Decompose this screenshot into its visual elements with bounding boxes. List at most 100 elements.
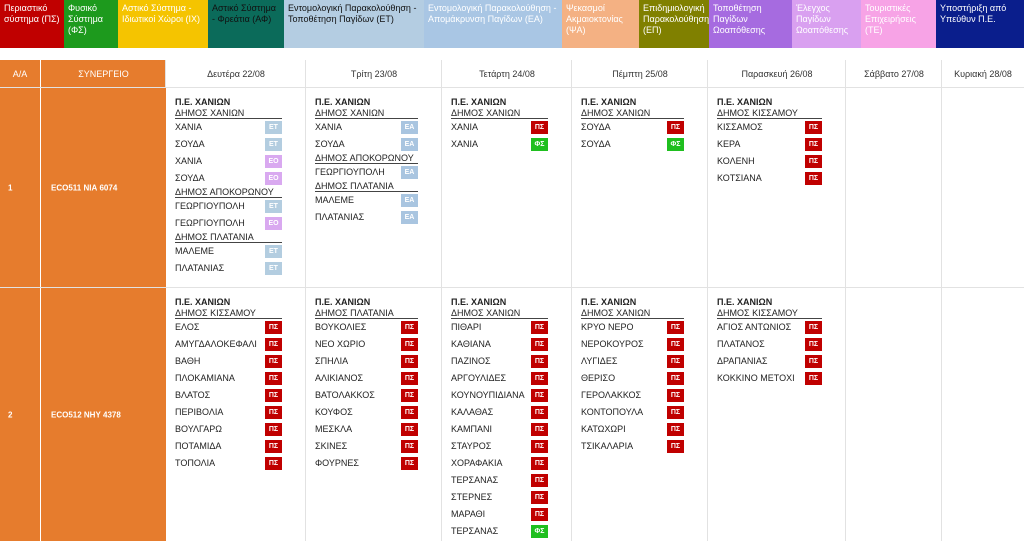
region-title: Π.Ε. ΧΑΝΙΩΝ	[451, 97, 548, 108]
row-number-cell: 2	[0, 288, 40, 541]
activity-badge: ΠΣ	[531, 321, 548, 334]
location-name: ΕΛΟΣ	[175, 322, 200, 332]
region-title: Π.Ε. ΧΑΝΙΩΝ	[175, 97, 282, 108]
location-entry: ΦΟΥΡΝΕΣ ΠΣ	[315, 455, 418, 472]
team-cell: ECO512 ΝΗΥ 4378	[41, 288, 166, 541]
location-entry: ΧΑΝΙΑ ΕΑ	[315, 119, 418, 136]
location-name: ΤΕΡΣΑΝΑΣ	[451, 475, 499, 485]
column-divider	[571, 60, 572, 541]
location-name: ΣΟΥΔΑ	[175, 173, 205, 183]
activity-badge: ΠΣ	[805, 138, 822, 151]
municipality-heading: ΔΗΜΟΣ ΧΑΝΙΩΝ	[581, 108, 684, 119]
location-name: Π.Ε. ΧΑΝΙΩΝ	[315, 97, 371, 107]
activity-badge: ΠΣ	[667, 355, 684, 368]
location-entry: ΣΤΑΥΡΟΣ ΠΣ	[451, 438, 548, 455]
location-entry: ΚΟΚΚΙΝΟ ΜΕΤΟΧΙ ΠΣ	[717, 370, 822, 387]
col-header-day: Κυριακή 28/08	[954, 69, 1012, 79]
location-entry: ΧΟΡΑΦΑΚΙΑ ΠΣ	[451, 455, 548, 472]
location-entry: ΚΟΤΣΙΑΝΑ ΠΣ	[717, 170, 822, 187]
municipality-heading: ΔΗΜΟΣ ΚΙΣΣΑΜΟΥ	[717, 108, 822, 119]
location-name: ΚΕΡΑ	[717, 139, 741, 149]
day-cell: Π.Ε. ΧΑΝΙΩΝ ΔΗΜΟΣ ΧΑΝΙΩΝ ΠΙΘΑΡΙ ΠΣ ΚΑΘΙΑΝΑ ΠΣ…	[451, 297, 548, 540]
column-divider	[845, 60, 846, 541]
legend-item: Υποστήριξη από Υπεύθυν Π.Ε.	[936, 0, 1024, 48]
location-entry: ΚΟΥΝΟΥΠΙΔΙΑΝΑ ΠΣ	[451, 387, 548, 404]
location-name: ΣΤΕΡΝΕΣ	[451, 492, 493, 502]
location-entry: ΒΛΑΤΟΣ ΠΣ	[175, 387, 282, 404]
municipality-heading: ΔΗΜΟΣ ΧΑΝΙΩΝ	[581, 308, 684, 319]
location-entry: ΧΑΝΙΑ ΕΤ	[175, 119, 282, 136]
activity-badge: ΠΣ	[265, 372, 282, 385]
municipality-heading: ΔΗΜΟΣ ΑΠΟΚΟΡΩΝΟΥ	[315, 153, 418, 164]
day-cell: Π.Ε. ΧΑΝΙΩΝ ΔΗΜΟΣ ΚΙΣΣΑΜΟΥ ΕΛΟΣ ΠΣ ΑΜΥΓΔΑΛΟΚ…	[175, 297, 282, 472]
location-name: ΠΛΟΚΑΜΙΑΝΑ	[175, 373, 235, 383]
activity-badge: ΦΣ	[667, 138, 684, 151]
location-name: Π.Ε. ΧΑΝΙΩΝ	[717, 297, 773, 307]
activity-badge: ΠΣ	[531, 406, 548, 419]
location-name: ΔΗΜΟΣ ΠΛΑΤΑΝΙΑ	[175, 232, 254, 242]
municipality-heading: ΔΗΜΟΣ ΧΑΝΙΩΝ	[315, 108, 418, 119]
location-name: ΒΑΤΟΛΑΚΚΟΣ	[315, 390, 375, 400]
activity-badge: ΠΣ	[401, 372, 418, 385]
legend-item: Τουριστικές Επιχειρήσεις (ΤΕ)	[861, 0, 936, 48]
location-entry: ΤΕΡΣΑΝΑΣ ΦΣ	[451, 523, 548, 540]
activity-badge: ΕΤ	[265, 121, 282, 134]
legend-item: Ψεκασμοί Ακμαιοκτονίας (ΨΑ)	[562, 0, 639, 48]
municipality-heading: ΔΗΜΟΣ ΚΙΣΣΑΜΟΥ	[717, 308, 822, 319]
activity-badge: ΠΣ	[805, 355, 822, 368]
location-name: ΔΗΜΟΣ ΧΑΝΙΩΝ	[451, 308, 521, 318]
location-name: ΣΟΥΔΑ	[175, 139, 205, 149]
location-name: ΓΕΩΡΓΙΟΥΠΟΛΗ	[175, 218, 245, 228]
day-cell: Π.Ε. ΧΑΝΙΩΝ ΔΗΜΟΣ ΚΙΣΣΑΜΟΥ ΚΙΣΣΑΜΟΣ ΠΣ ΚΕΡΑ Π…	[717, 97, 822, 187]
activity-badge: ΠΣ	[531, 491, 548, 504]
schedule-grid: Α/Α ΣΥΝΕΡΓΕΙΟ Δευτέρα 22/08 Τρίτη 23/08 Τε…	[0, 60, 1024, 541]
activity-badge: ΠΣ	[667, 372, 684, 385]
location-entry: ΑΡΓΟΥΛΙΔΕΣ ΠΣ	[451, 370, 548, 387]
location-name: ΧΑΝΙΑ	[315, 122, 343, 132]
location-name: ΧΑΝΙΑ	[175, 122, 203, 132]
row-number-cell: 1	[0, 88, 40, 287]
day-cell: Π.Ε. ΧΑΝΙΩΝ ΔΗΜΟΣ ΧΑΝΙΩΝ ΧΑΝΙΑ ΠΣ ΧΑΝΙΑ ΦΣ	[451, 97, 548, 153]
location-name: ΠΙΘΑΡΙ	[451, 322, 482, 332]
location-name: ΔΗΜΟΣ ΧΑΝΙΩΝ	[451, 108, 521, 118]
activity-badge: ΠΣ	[805, 172, 822, 185]
location-name: ΜΕΣΚΛΑ	[315, 424, 353, 434]
location-name: Π.Ε. ΧΑΝΙΩΝ	[451, 97, 507, 107]
location-name: ΚΟΝΤΟΠΟΥΛΑ	[581, 407, 644, 417]
activity-badge: ΠΣ	[531, 355, 548, 368]
row-number: 1	[8, 183, 13, 192]
location-entry: ΓΕΩΡΓΙΟΥΠΟΛΗ ΕΤ	[175, 198, 282, 215]
location-name: ΚΑΛΑΘΑΣ	[451, 407, 494, 417]
activity-badge: ΠΣ	[531, 372, 548, 385]
location-name: Π.Ε. ΧΑΝΙΩΝ	[451, 297, 507, 307]
municipality-heading: ΔΗΜΟΣ ΠΛΑΤΑΝΙΑ	[315, 181, 418, 192]
activity-badge: ΦΣ	[531, 525, 548, 538]
location-name: ΒΑΘΗ	[175, 356, 201, 366]
municipality-heading: ΔΗΜΟΣ ΚΙΣΣΑΜΟΥ	[175, 308, 282, 319]
location-name: ΛΥΓΙΔΕΣ	[581, 356, 618, 366]
location-name: ΚΟΚΚΙΝΟ ΜΕΤΟΧΙ	[717, 373, 795, 383]
location-entry: ΚΡΥΟ ΝΕΡΟ ΠΣ	[581, 319, 684, 336]
municipality-heading: ΔΗΜΟΣ ΧΑΝΙΩΝ	[451, 108, 548, 119]
location-name: ΑΡΓΟΥΛΙΔΕΣ	[451, 373, 507, 383]
location-entry: ΧΑΝΙΑ ΕΟ	[175, 153, 282, 170]
col-header-day: Πέμπτη 25/08	[612, 69, 668, 79]
legend-item: Αστικό Σύστημα - Φρεάτια (ΑΦ)	[208, 0, 284, 48]
location-entry: ΕΛΟΣ ΠΣ	[175, 319, 282, 336]
location-entry: ΑΓΙΟΣ ΑΝΤΩΝΙΟΣ ΠΣ	[717, 319, 822, 336]
location-name: ΚΡΥΟ ΝΕΡΟ	[581, 322, 634, 332]
location-entry: ΚΟΝΤΟΠΟΥΛΑ ΠΣ	[581, 404, 684, 421]
location-name: ΔΗΜΟΣ ΚΙΣΣΑΜΟΥ	[717, 308, 798, 318]
region-title: Π.Ε. ΧΑΝΙΩΝ	[315, 97, 418, 108]
day-cell: Π.Ε. ΧΑΝΙΩΝ ΔΗΜΟΣ ΚΙΣΣΑΜΟΥ ΑΓΙΟΣ ΑΝΤΩΝΙΟΣ Π…	[717, 297, 822, 387]
team-name: ECO511 ΝΙΑ 6074	[51, 183, 118, 192]
location-name: ΠΛΑΤΑΝΟΣ	[717, 339, 765, 349]
location-name: ΜΑΛΕΜΕ	[315, 195, 355, 205]
column-divider	[941, 60, 942, 541]
location-entry: ΚΕΡΑ ΠΣ	[717, 136, 822, 153]
location-name: ΚΟΤΣΙΑΝΑ	[717, 173, 762, 183]
location-entry: ΣΚΙΝΕΣ ΠΣ	[315, 438, 418, 455]
location-entry: ΠΕΡΙΒΟΛΙΑ ΠΣ	[175, 404, 282, 421]
location-entry: ΤΕΡΣΑΝΑΣ ΠΣ	[451, 472, 548, 489]
activity-badge: ΠΣ	[531, 457, 548, 470]
